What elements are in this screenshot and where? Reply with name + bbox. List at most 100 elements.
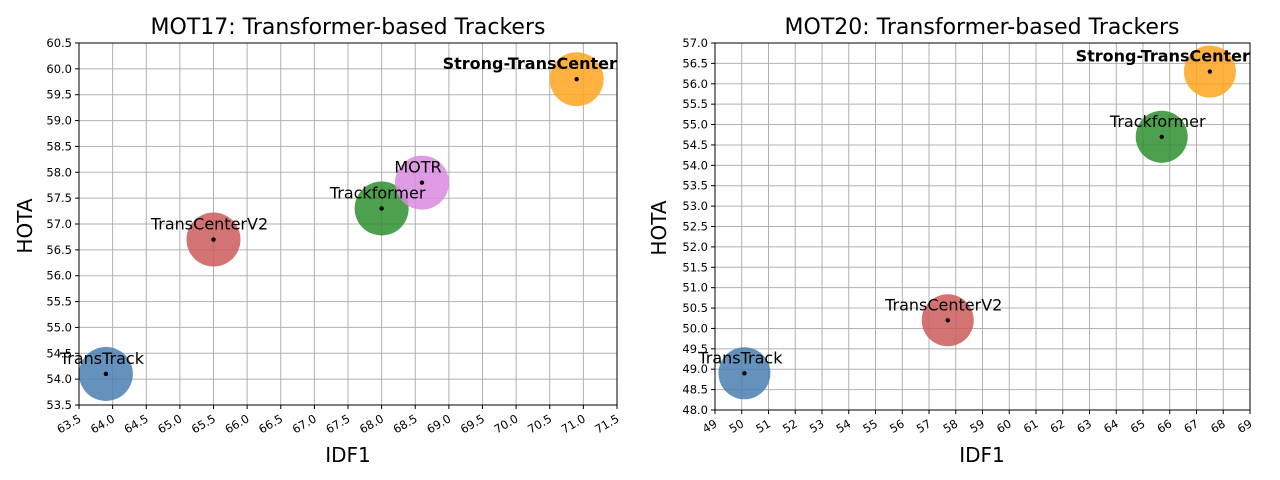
x-tick-label: 67.5 xyxy=(323,411,352,436)
point-label: Strong-TransCenter xyxy=(443,54,617,73)
chart-title: MOT20: Transformer-based Trackers xyxy=(785,15,1180,40)
x-tick-label: 67.0 xyxy=(290,411,319,436)
point-marker xyxy=(742,371,747,376)
y-tick-label: 54.5 xyxy=(682,138,708,152)
point-label: TransCenterV2 xyxy=(884,295,1002,314)
x-tick-label: 70.0 xyxy=(491,411,520,436)
x-tick-label: 68 xyxy=(1208,416,1228,435)
y-tick-label: 50.5 xyxy=(682,301,708,315)
y-axis-label: HOTA xyxy=(13,198,37,253)
y-tick-label: 54.5 xyxy=(46,346,72,360)
point-label: Trackformer xyxy=(329,183,426,202)
x-axis-label: IDF1 xyxy=(959,443,1005,467)
x-tick-label: 68.0 xyxy=(357,411,386,436)
x-tick-label: 71.5 xyxy=(592,411,621,436)
point-marker xyxy=(1159,134,1164,139)
x-tick-label: 66.5 xyxy=(256,411,285,436)
y-tick-label: 57.0 xyxy=(682,36,708,50)
x-tick-label: 53 xyxy=(807,416,827,435)
x-tick-label: 63 xyxy=(1074,416,1094,435)
point-marker xyxy=(945,318,950,323)
y-tick-label: 56.5 xyxy=(682,56,708,70)
mot17-chart: MOT17: Transformer-based Trackers IDF1 H… xyxy=(13,15,622,467)
x-tick-label: 58 xyxy=(941,416,961,435)
x-tick-label: 56 xyxy=(887,416,907,435)
point-label: TransTrack xyxy=(697,348,783,367)
y-tick-label: 55.0 xyxy=(682,118,708,132)
x-tick-label: 68.5 xyxy=(391,411,420,436)
x-tick-label: 62 xyxy=(1048,416,1068,435)
point-marker xyxy=(1207,69,1213,74)
x-tick-label: 64.0 xyxy=(88,411,117,436)
y-tick-label: 58.5 xyxy=(46,139,72,153)
y-tick-label: 60.0 xyxy=(46,62,72,76)
x-tick-label: 50 xyxy=(727,416,747,435)
y-tick-label: 48.5 xyxy=(682,383,708,397)
y-tick-label: 55.5 xyxy=(46,295,72,309)
x-tick-label: 54 xyxy=(834,416,854,435)
y-tick-label: 56.5 xyxy=(46,243,72,257)
x-tick-label: 64 xyxy=(1101,416,1121,435)
y-tick-label: 50.0 xyxy=(682,321,708,335)
y-tick-label: 59.5 xyxy=(46,88,72,102)
plot-frame xyxy=(78,42,618,406)
point-label: TransTrack xyxy=(59,349,145,368)
point-label: Strong-TransCenter xyxy=(1076,47,1250,66)
point-marker xyxy=(574,77,579,82)
y-tick-label: 56.0 xyxy=(46,269,72,283)
chart-title: MOT17: Transformer-based Trackers xyxy=(151,15,546,40)
y-tick-label: 48.0 xyxy=(682,403,708,417)
point-label: MOTR xyxy=(394,158,441,177)
y-tick-label: 57.0 xyxy=(46,217,72,231)
y-tick-label: 53.0 xyxy=(682,199,708,213)
x-tick-label: 69.0 xyxy=(424,411,453,436)
y-tick-label: 58.0 xyxy=(46,165,72,179)
y-tick-label: 49.5 xyxy=(682,342,708,356)
x-tick-label: 69 xyxy=(1235,416,1255,435)
plot-frame xyxy=(714,42,1251,411)
x-tick-label: 63.5 xyxy=(54,411,83,436)
x-tick-label: 65 xyxy=(1128,416,1148,435)
point-marker xyxy=(419,180,425,185)
y-tick-label: 53.5 xyxy=(682,179,708,193)
point-marker xyxy=(379,206,384,211)
x-tick-label: 60 xyxy=(994,416,1014,435)
x-tick-label: 65.0 xyxy=(155,411,184,436)
x-tick-label: 70.5 xyxy=(525,411,554,436)
point-marker xyxy=(103,371,109,377)
y-tick-label: 51.5 xyxy=(682,260,708,274)
y-tick-label: 55.5 xyxy=(682,97,708,111)
x-tick-label: 66 xyxy=(1155,416,1175,435)
point-label: Trackformer xyxy=(1109,112,1206,131)
x-axis-label: IDF1 xyxy=(325,443,371,467)
x-tick-label: 67 xyxy=(1181,416,1201,435)
x-tick-label: 49 xyxy=(700,416,720,435)
y-tick-label: 54.0 xyxy=(682,158,708,172)
x-tick-label: 52 xyxy=(780,416,800,435)
x-tick-label: 57 xyxy=(914,416,934,435)
x-tick-label: 66.0 xyxy=(222,411,251,436)
x-tick-label: 64.5 xyxy=(122,411,151,436)
x-tick-label: 71.0 xyxy=(559,411,588,436)
y-tick-label: 59.0 xyxy=(46,114,72,128)
x-tick-label: 55 xyxy=(860,416,880,435)
x-tick-label: 51 xyxy=(753,416,773,435)
point-label: TransCenterV2 xyxy=(150,215,268,234)
y-tick-label: 51.0 xyxy=(682,281,708,295)
mot20-chart: MOT20: Transformer-based Trackers IDF1 H… xyxy=(647,15,1255,467)
y-tick-label: 52.0 xyxy=(682,240,708,254)
x-tick-label: 65.5 xyxy=(189,411,218,436)
point-marker xyxy=(211,237,216,242)
y-axis-label: HOTA xyxy=(647,200,671,255)
y-tick-label: 60.5 xyxy=(46,36,72,50)
y-tick-label: 49.0 xyxy=(682,362,708,376)
x-tick-label: 69.5 xyxy=(458,411,487,436)
y-tick-label: 54.0 xyxy=(46,372,72,386)
x-tick-label: 61 xyxy=(1021,416,1041,435)
y-tick-label: 56.0 xyxy=(682,77,708,91)
y-tick-label: 57.5 xyxy=(46,191,72,205)
y-tick-label: 53.5 xyxy=(46,398,72,412)
y-tick-label: 52.5 xyxy=(682,220,708,234)
y-tick-label: 55.0 xyxy=(46,320,72,334)
